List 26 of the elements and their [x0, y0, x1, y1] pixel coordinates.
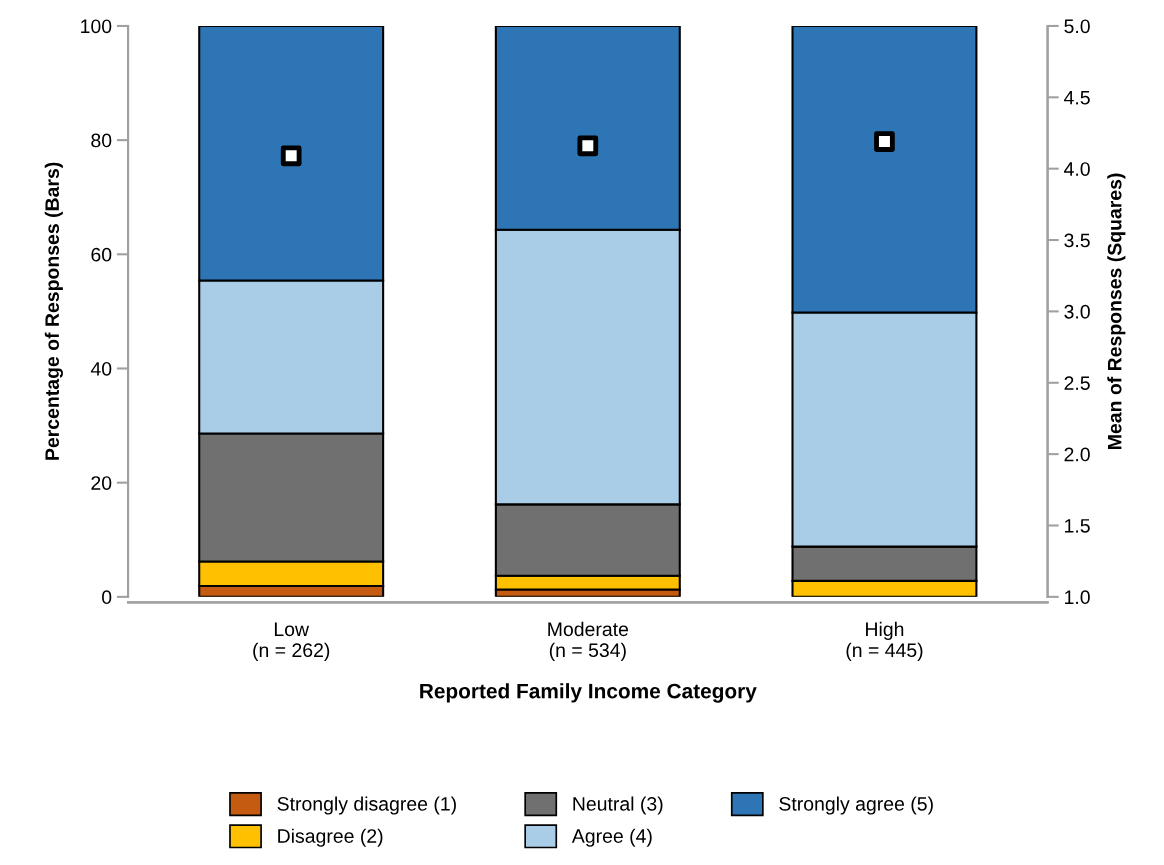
- y-axis-title: Percentage of Responses (Bars): [44, 162, 63, 460]
- legend-label: Strongly disagree (1): [277, 796, 456, 815]
- legend-label: Disagree (2): [278, 828, 383, 847]
- y2-tick-label: 2.0: [1064, 447, 1090, 462]
- y-tick-label: 60: [91, 247, 112, 262]
- y2-tick-label: 3.0: [1064, 304, 1090, 319]
- y2-tick-label: 1.5: [1065, 519, 1090, 533]
- y2-tick-label: 4.5: [1064, 90, 1090, 105]
- y2-tick-label: 3.5: [1064, 233, 1090, 248]
- x-tick-label: High (n = 445): [846, 621, 923, 661]
- y-tick-label: 40: [90, 361, 112, 376]
- y2-tick-label: 4.0: [1064, 162, 1090, 176]
- y2-tick-label: 1.0: [1065, 590, 1090, 605]
- x-axis-title: Reported Family Income Category: [420, 683, 757, 703]
- y2-tick-label: 5.0: [1064, 19, 1090, 34]
- legend-label: Neutral (3): [573, 796, 663, 815]
- x-tick-label: Moderate (n = 534): [548, 621, 629, 661]
- y2-tick-label: 2.5: [1064, 376, 1090, 390]
- y-tick-label: 100: [81, 19, 112, 34]
- legend-label: Strongly agree (5): [779, 796, 933, 815]
- x-tick-label: Low (n = 262): [253, 622, 330, 661]
- y-tick-label: 80: [91, 133, 112, 148]
- y-tick-label: 0: [102, 590, 112, 605]
- y2-axis-title: Mean of Responses (Squares): [1107, 173, 1126, 449]
- y-tick-label: 20: [91, 476, 112, 490]
- legend-label: Agree (4): [571, 828, 652, 847]
